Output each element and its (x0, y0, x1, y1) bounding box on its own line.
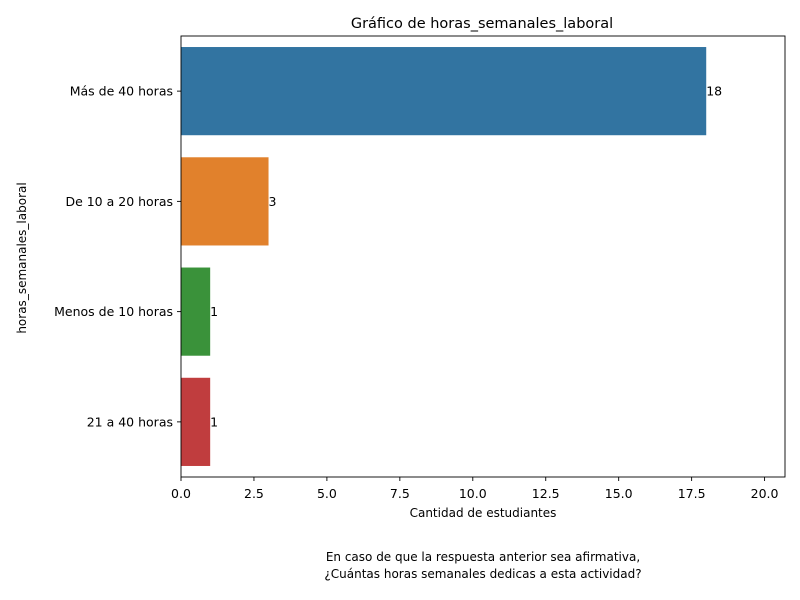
bar-0 (181, 47, 707, 136)
x-tick-label-3: 7.5 (390, 486, 410, 501)
chart-title: Gráfico de horas_semanales_laboral (351, 16, 613, 32)
x-tick-label-5: 12.5 (532, 486, 560, 501)
plot-area-frame (180, 35, 786, 478)
y-tick-label-2: Menos de 10 horas (54, 304, 173, 319)
x-tick-label-6: 15.0 (605, 486, 633, 501)
y-axis-ticks: Más de 40 horas De 10 a 20 horas Menos de … (54, 84, 181, 429)
x-tick-label-8: 20.0 (751, 486, 779, 501)
caption-line-2: ¿Cuántas horas semanales dedicas a esta … (324, 567, 641, 581)
x-axis-label: Cantidad de estudiantes (410, 506, 557, 520)
bar-value-label-3: 1 (210, 414, 218, 429)
bar-3 (181, 377, 211, 466)
x-axis-ticks: 0.0 2.5 5.0 7.5 10.0 12.5 15.0 17.5 20.0 (171, 477, 779, 501)
data-labels-group: 18 3 1 1 (210, 84, 722, 430)
y-tick-label-1: De 10 a 20 horas (65, 194, 173, 209)
x-tick-label-2: 5.0 (317, 486, 337, 501)
x-tick-label-7: 17.5 (678, 486, 706, 501)
caption-line-1: En caso de que la respuesta anterior sea… (326, 550, 640, 564)
x-tick-label-1: 2.5 (244, 486, 264, 501)
y-tick-label-0: Más de 40 horas (70, 84, 173, 99)
x-tick-label-4: 10.0 (459, 486, 487, 501)
bars-group (181, 47, 707, 466)
y-tick-label-3: 21 a 40 horas (87, 414, 173, 429)
bar-1 (181, 157, 269, 246)
y-axis-label: horas_semanales_laboral (15, 182, 29, 333)
x-tick-label-0: 0.0 (171, 486, 191, 501)
bar-2 (181, 267, 211, 356)
bar-value-label-2: 1 (210, 304, 218, 319)
bar-value-label-1: 3 (269, 194, 277, 209)
bar-value-label-0: 18 (706, 84, 722, 99)
